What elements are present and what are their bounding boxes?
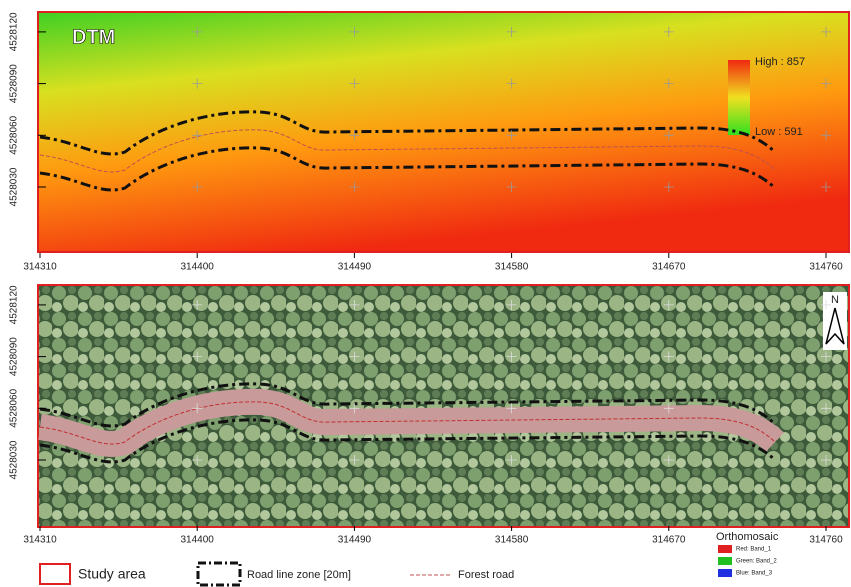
y-tick-label: 4528030: [9, 167, 20, 206]
legend-zone: Road line zone [20m]: [247, 569, 351, 581]
legend-study-swatch: [40, 564, 70, 584]
legend-study: Study area: [78, 566, 146, 582]
x-tick-label: 314490: [338, 535, 372, 546]
x-tick-label: 314580: [495, 262, 529, 273]
legend-ortho-title: Orthomosaic: [716, 531, 779, 543]
band-label: Blue: Band_3: [736, 571, 773, 577]
color-ramp: [728, 60, 750, 135]
y-tick-label: 4528090: [9, 337, 20, 376]
x-tick-label: 314760: [809, 535, 843, 546]
band-label: Green: Band_2: [736, 559, 777, 565]
y-tick-label: 4528030: [9, 440, 20, 479]
legend-low: Low : 591: [755, 126, 803, 138]
figure: DTM High : 857 Low : 591 N Study area Ro…: [0, 0, 851, 587]
panel-title: DTM: [72, 26, 115, 48]
legend-high: High : 857: [755, 56, 805, 68]
x-tick-label: 314400: [181, 262, 215, 273]
x-tick-label: 314490: [338, 262, 372, 273]
band-swatch: [718, 545, 732, 553]
band-label: Red: Band_1: [736, 547, 772, 553]
x-tick-label: 314670: [652, 535, 686, 546]
x-tick-label: 314310: [23, 535, 57, 546]
y-tick-label: 4528060: [9, 115, 20, 154]
legend-road: Forest road: [458, 569, 514, 581]
x-tick-label: 314760: [809, 262, 843, 273]
y-tick-label: 4528060: [9, 388, 20, 427]
band-swatch: [718, 569, 732, 577]
north-label: N: [831, 294, 839, 306]
x-tick-label: 314580: [495, 535, 529, 546]
x-tick-label: 314310: [23, 262, 57, 273]
y-tick-label: 4528090: [9, 64, 20, 103]
x-tick-label: 314400: [181, 535, 215, 546]
y-tick-label: 4528120: [9, 285, 20, 324]
y-tick-label: 4528120: [9, 12, 20, 51]
legend-zone-swatch: [198, 563, 240, 585]
x-tick-label: 314670: [652, 262, 686, 273]
ortho-panel: [38, 285, 849, 527]
band-swatch: [718, 557, 732, 565]
